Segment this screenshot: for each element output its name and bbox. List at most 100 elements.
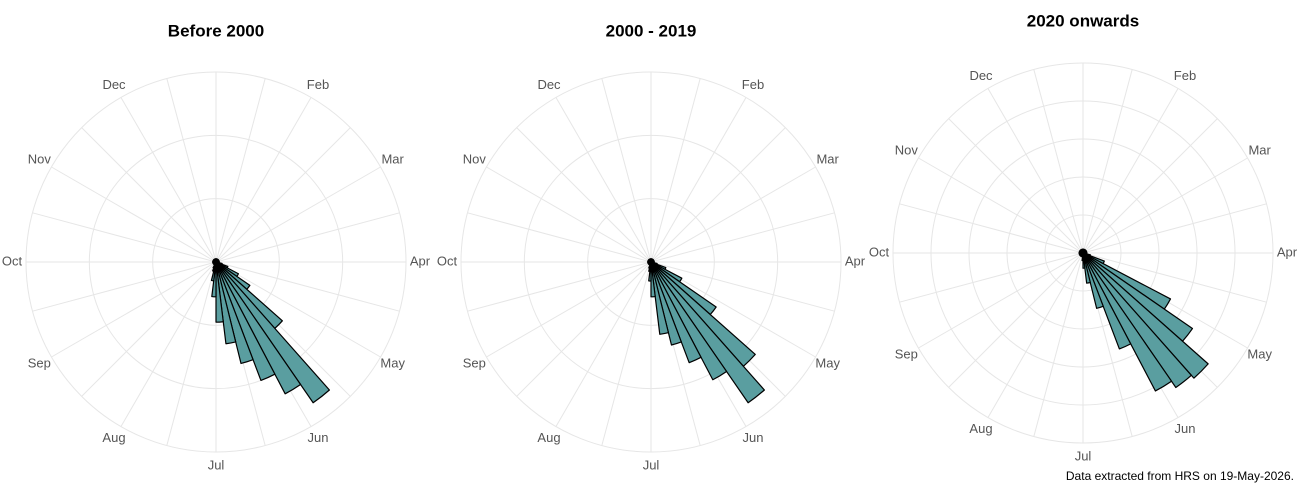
bar (1082, 252, 1209, 379)
spoke (555, 261, 652, 427)
grid-circle (25, 71, 407, 453)
spoke (467, 261, 652, 312)
chart-title: 2020 onwards (1027, 11, 1139, 30)
bar (1082, 252, 1091, 284)
bar (215, 261, 276, 382)
month-label: Oct (869, 244, 890, 259)
bar (215, 261, 302, 395)
polar-chart: 2000 - 2019 Feb Mar Apr May Jun Jul Aug Sep Oct No… (437, 21, 866, 472)
month-label: Nov (28, 151, 52, 166)
spoke (1082, 203, 1267, 254)
spoke (918, 252, 1084, 349)
month-label: Aug (102, 430, 125, 445)
spoke (215, 78, 266, 263)
bar (650, 261, 656, 298)
grid-circle (1044, 214, 1122, 292)
month-label: Feb (307, 77, 329, 92)
month-label: Apr (845, 253, 866, 268)
spoke (1082, 118, 1218, 254)
polar-chart: Before 2000 Feb Mar Apr May Jun Jul Aug Sep Oct No… (2, 21, 431, 472)
spoke (81, 261, 217, 397)
spoke (987, 88, 1084, 254)
grid-circle (930, 100, 1236, 406)
bar (1082, 252, 1132, 350)
month-label: Jun (308, 430, 329, 445)
month-label: Aug (969, 421, 992, 436)
spoke (899, 203, 1084, 254)
bar (1082, 252, 1104, 309)
spoke (650, 212, 835, 263)
chart-title: Before 2000 (168, 21, 264, 40)
month-label: Mar (381, 151, 404, 166)
grid-circle (152, 198, 280, 326)
spoke (1082, 252, 1267, 303)
month-label: Jul (643, 457, 660, 472)
spoke (1082, 69, 1133, 254)
month-label: Aug (537, 430, 560, 445)
month-label: May (1247, 346, 1272, 361)
month-label: May (380, 355, 405, 370)
spoke (948, 118, 1084, 254)
chart-title: 2000 - 2019 (606, 21, 697, 40)
spoke (555, 97, 652, 263)
month-label: Oct (2, 253, 23, 268)
month-label: May (815, 355, 840, 370)
spoke (601, 78, 652, 263)
month-label: Mar (816, 151, 839, 166)
month-label: Dec (537, 77, 561, 92)
spoke (467, 212, 652, 263)
spoke (987, 252, 1084, 418)
spoke (486, 261, 652, 358)
month-label: Sep (463, 355, 486, 370)
spoke (516, 261, 652, 397)
spoke (32, 212, 217, 263)
bar (650, 261, 702, 364)
grid-circle (523, 134, 779, 390)
spoke (486, 166, 652, 263)
month-label: Mar (1248, 142, 1271, 157)
spoke (899, 252, 1084, 303)
caption: Data extracted from HRS on 19-May-2026. (1066, 469, 1294, 483)
month-label: Jul (1075, 448, 1092, 463)
month-label: Nov (895, 142, 919, 157)
grid-circle (460, 71, 842, 453)
month-label: Sep (895, 346, 918, 361)
spoke (166, 261, 217, 446)
month-label: Apr (1277, 244, 1298, 259)
spoke (1033, 69, 1084, 254)
spoke (650, 166, 816, 263)
spoke (166, 78, 217, 263)
spoke (215, 261, 400, 312)
polar-chart: 2020 onwards Feb Mar Apr May Jun Jul Aug Sep Oct N… (869, 11, 1298, 463)
month-label: Dec (102, 77, 126, 92)
month-label: Jul (208, 457, 225, 472)
month-label: Jun (1175, 421, 1196, 436)
month-label: Apr (410, 253, 431, 268)
bar (215, 261, 237, 345)
month-label: Nov (463, 151, 487, 166)
month-label: Dec (969, 68, 993, 83)
spoke (215, 261, 381, 358)
spoke (120, 97, 217, 263)
spoke (650, 97, 747, 263)
spoke (1033, 252, 1084, 437)
bar (215, 261, 224, 323)
spoke (948, 252, 1084, 388)
spoke (215, 166, 381, 263)
grid-circle (1006, 176, 1160, 330)
spoke (215, 127, 351, 263)
grid-circle (968, 138, 1198, 368)
bar (650, 261, 728, 381)
spoke (215, 212, 400, 263)
month-label: Feb (1174, 68, 1196, 83)
spoke (215, 97, 312, 263)
spoke (81, 127, 217, 263)
bar (650, 261, 670, 335)
spoke (1082, 157, 1248, 254)
bar (650, 261, 682, 346)
spoke (51, 166, 217, 263)
bar (1082, 252, 1192, 389)
bar (215, 261, 330, 404)
grid-circle (88, 134, 344, 390)
